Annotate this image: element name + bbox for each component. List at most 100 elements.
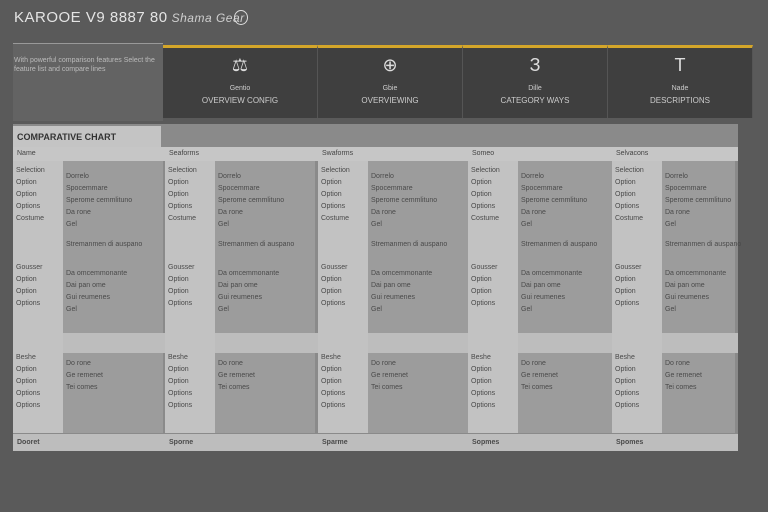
row-label: Selection (321, 167, 350, 174)
row-label: Options (321, 300, 346, 307)
cell-text: Sperome cemmlituno (521, 197, 588, 204)
row-label: Options (615, 402, 640, 409)
content-cell (368, 161, 468, 333)
row-label: Selection (471, 167, 500, 174)
cell-text: Gel (371, 306, 382, 313)
cell-text: Gel (521, 221, 532, 228)
row-label: Gousser (321, 264, 348, 271)
cell-note: Stremanmen di auspano (371, 241, 448, 248)
row-label: Options (168, 300, 193, 307)
row-label: Beshe (16, 354, 36, 361)
card-caption: OVERVIEW CONFIG (201, 96, 279, 105)
row-label: Gousser (471, 264, 498, 271)
row-label: Option (168, 191, 189, 198)
cell-text: Tei comes (521, 384, 553, 391)
row-label: Options (471, 203, 496, 210)
cell-note: Stremanmen di auspano (66, 241, 143, 248)
cell-text: Gel (665, 306, 676, 313)
row-label: Costume (321, 215, 350, 222)
cell-text: Tei comes (371, 384, 403, 391)
column-header: Name (17, 150, 36, 157)
row-label: Option (16, 191, 37, 198)
row-label: Option (16, 366, 37, 373)
cell-text: Gui reumenes (218, 294, 262, 301)
label-column (13, 161, 63, 433)
cell-text: Dai pan ome (665, 282, 705, 289)
section-title: COMPARATIVE CHART (13, 126, 161, 148)
content-cell (662, 161, 735, 333)
feature-card[interactable]: З Dille CATEGORY WAYS (463, 45, 608, 118)
cell-text: Tei comes (665, 384, 697, 391)
intro-panel: With powerful comparison features Select… (13, 43, 163, 121)
cell-text: Da rone (371, 209, 396, 216)
row-label: Option (321, 179, 342, 186)
row-label: Beshe (321, 354, 341, 361)
row-label: Selection (16, 167, 45, 174)
cell-text: Gel (371, 221, 382, 228)
feature-card[interactable]: ⚖ Gentio OVERVIEW CONFIG (163, 45, 318, 118)
row-label: Option (471, 191, 492, 198)
cell-text: Gel (218, 306, 229, 313)
row-label: Option (615, 191, 636, 198)
row-label: Options (321, 203, 346, 210)
row-label: Option (321, 366, 342, 373)
cell-text: Do rone (218, 360, 243, 367)
cell-text: Da rone (665, 209, 690, 216)
row-label: Option (16, 378, 37, 385)
cell-text: Da rone (66, 209, 91, 216)
row-label: Options (16, 390, 41, 397)
card-label: Gentio (229, 85, 251, 92)
card-label: Gbie (382, 85, 398, 92)
label-column (468, 161, 518, 433)
document-icon: ⚖ (231, 55, 249, 75)
row-label: Option (615, 378, 636, 385)
circle-icon[interactable] (234, 10, 248, 25)
row-label: Beshe (615, 354, 635, 361)
row-label: Options (321, 390, 346, 397)
cell-text: Da omcemmonante (66, 270, 128, 277)
cell-text: Ge remenet (218, 372, 255, 379)
cell-text: Dorrelo (521, 173, 544, 180)
row-label: Option (615, 288, 636, 295)
row-label: Beshe (168, 354, 188, 361)
cell-text: Dai pan ome (218, 282, 258, 289)
cell-text: Dai pan ome (66, 282, 106, 289)
cell-note: Stremanmen di auspano (665, 241, 742, 248)
feature-card[interactable]: T Nade DESCRIPTIONS (608, 45, 753, 118)
cell-note: Stremanmen di auspano (521, 241, 598, 248)
row-label: Beshe (471, 354, 491, 361)
column-header: Someo (472, 150, 495, 157)
footer-cell: Spomes (616, 439, 644, 446)
row-label: Option (471, 366, 492, 373)
cell-text: Dorrelo (371, 173, 394, 180)
cell-text: Sperome cemmlituno (665, 197, 732, 204)
cell-text: Dorrelo (665, 173, 688, 180)
cell-text: Ge remenet (66, 372, 103, 379)
footer-cell: Sopmes (472, 439, 500, 446)
cell-text: Do rone (521, 360, 546, 367)
row-label: Gousser (168, 264, 195, 271)
cell-text: Gel (66, 306, 77, 313)
cell-text: Gel (218, 221, 229, 228)
cell-text: Spocemmare (66, 185, 108, 192)
row-label: Option (471, 288, 492, 295)
label-column (612, 161, 662, 433)
row-label: Option (321, 378, 342, 385)
row-label: Options (615, 390, 640, 397)
label-column (165, 161, 215, 433)
cell-text: Sperome cemmlituno (371, 197, 438, 204)
cell-text: Da omcemmonante (218, 270, 280, 277)
row-label: Options (615, 300, 640, 307)
row-label: Option (168, 378, 189, 385)
row-label: Option (321, 191, 342, 198)
content-cell (518, 161, 618, 333)
feature-card[interactable]: ⊕ Gbie OVERVIEWING (318, 45, 463, 118)
cell-text: Gel (66, 221, 77, 228)
cell-text: Sperome cemmlituno (218, 197, 285, 204)
cell-text: Sperome cemmlituno (66, 197, 133, 204)
row-label: Option (168, 276, 189, 283)
column-header: Selvacons (616, 150, 649, 157)
row-label: Options (16, 203, 41, 210)
cell-text: Tei comes (66, 384, 98, 391)
row-label: Options (471, 390, 496, 397)
